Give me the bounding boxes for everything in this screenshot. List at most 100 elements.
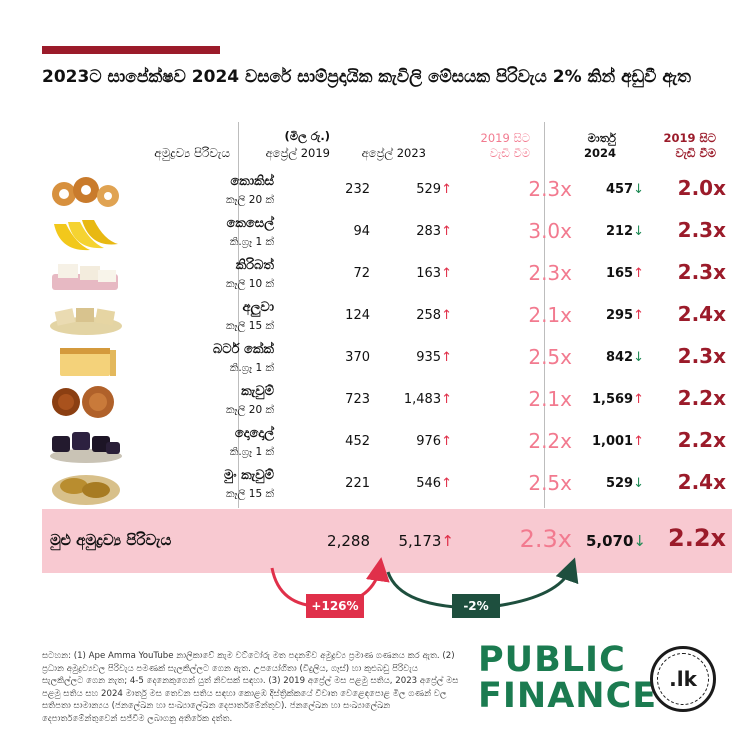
- header-items: අමුද්‍රව්‍ය පිරිවැය: [154, 146, 230, 160]
- ratio-2024: 2.2x: [677, 386, 726, 410]
- title-accent-bar: [42, 46, 220, 54]
- price-2023: 283↑: [416, 224, 452, 239]
- price-2024: 212↓: [605, 224, 644, 239]
- price-2019: 370: [345, 350, 370, 365]
- price-2023: 163↑: [416, 266, 452, 281]
- price-2023: 546↑: [416, 476, 452, 491]
- trend-down-icon: ↓: [633, 476, 644, 491]
- total-row: මුළු අමුද්‍රව්‍ය පිරිවැය 2,288 5,173↑ 2.…: [42, 509, 732, 573]
- item-name: කොකිස්: [230, 174, 274, 189]
- header-growth-2024-l2: වැඩි වීම: [675, 146, 716, 160]
- price-2024: 529↓: [605, 476, 644, 491]
- price-2023: 935↑: [416, 350, 452, 365]
- item-unit: කෑලි 20 ක්: [225, 404, 274, 416]
- page-title: 2023ට සාපේක්ෂව 2024 වසරේ සාම්ප්‍රදායික ක…: [42, 67, 691, 87]
- ratio-2023: 2.5x: [528, 471, 572, 495]
- price-2019: 232: [345, 182, 370, 197]
- footnote: සටහන: (1) Ape Amma YouTube නාලිකාවේ කැම …: [42, 651, 459, 724]
- total-price-2019: 2,288: [327, 532, 370, 550]
- column-divider: [544, 122, 545, 508]
- price-2019: 124: [345, 308, 370, 323]
- trend-up-icon: ↑: [633, 392, 644, 407]
- price-2024: 842↓: [605, 350, 644, 365]
- table-row: කොකිස් කෑලි 20 ක් 232 529↑ 2.3x 457↓ 2.0…: [42, 170, 732, 214]
- price-2023: 976↑: [416, 434, 452, 449]
- trend-down-icon: ↓: [633, 224, 644, 239]
- trend-up-icon: ↑: [633, 434, 644, 449]
- price-2023: 258↑: [416, 308, 452, 323]
- table-row: කැවුම් කෑලි 20 ක් 723 1,483↑ 2.1x 1,569↑…: [42, 380, 732, 424]
- trend-down-icon: ↓: [633, 182, 644, 197]
- header-growth-2023-l1: 2019 සිට: [480, 131, 530, 145]
- trend-up-icon: ↑: [441, 476, 452, 491]
- item-unit: කි.ග්‍රෑ 1 ක්: [229, 362, 274, 374]
- header-unit: (මිල රු.): [284, 129, 330, 143]
- ratio-2024: 2.3x: [677, 260, 726, 284]
- price-2024: 1,569↑: [591, 392, 644, 407]
- kavum-icon: [52, 386, 114, 418]
- trend-up-icon: ↑: [441, 392, 452, 407]
- item-name: බටර් කේක්: [213, 342, 274, 357]
- table-row: මුං කැවුම් කෑලි 15 ක් 221 546↑ 2.5x 529↓…: [42, 464, 732, 508]
- header-mar2024-l2: 2024: [583, 146, 616, 160]
- trend-up-icon: ↑: [441, 224, 452, 239]
- ratio-2024: 2.0x: [677, 176, 726, 200]
- item-name: අලුවා: [242, 300, 274, 315]
- total-price-2023: 5,173↑: [398, 532, 454, 550]
- price-2019: 452: [345, 434, 370, 449]
- header-apr2023: අප්‍රේල් 2023: [361, 146, 426, 160]
- brand-line-1: PUBLIC: [478, 640, 626, 680]
- column-divider: [238, 122, 239, 508]
- change-badge-increase: +126%: [306, 594, 364, 618]
- ratio-2023: 3.0x: [528, 219, 572, 243]
- ratio-2024: 2.3x: [677, 344, 726, 368]
- item-unit: කෑලි 15 ක්: [225, 488, 274, 500]
- total-ratio-2024: 2.2x: [668, 524, 726, 552]
- item-unit: කි.ග්‍රෑ 1 ක්: [229, 236, 274, 248]
- total-ratio-2023: 2.3x: [519, 525, 572, 553]
- item-name: කෙසෙල්: [226, 216, 274, 231]
- item-name: මුං කැවුම්: [223, 468, 274, 483]
- price-2019: 94: [353, 224, 370, 239]
- price-2024: 457↓: [605, 182, 644, 197]
- item-unit: කි.ග්‍රෑ 1 ක්: [229, 446, 274, 458]
- item-unit: කෑලි 15 ක්: [225, 320, 274, 332]
- butter-cake-icon: [60, 348, 116, 376]
- ratio-2023: 2.2x: [528, 429, 572, 453]
- header-apr2019: අප්‍රේල් 2019: [265, 146, 330, 160]
- brand-line-2: FINANCE: [478, 676, 658, 716]
- price-2019: 723: [345, 392, 370, 407]
- ratio-2023: 2.3x: [528, 261, 572, 285]
- mung-kavum-icon: [52, 475, 120, 505]
- ratio-2023: 2.3x: [528, 177, 572, 201]
- trend-up-icon: ↑: [441, 532, 454, 550]
- banana-icon: [54, 220, 118, 251]
- ratio-2023: 2.5x: [528, 345, 572, 369]
- kiribath-icon: [52, 264, 118, 290]
- price-2024: 295↑: [605, 308, 644, 323]
- header-mar2024-l1: මාර්තු: [587, 131, 616, 145]
- table-row: බටර් කේක් කි.ග්‍රෑ 1 ක් 370 935↑ 2.5x 84…: [42, 338, 732, 382]
- total-price-2024: 5,070↓: [585, 532, 646, 550]
- trend-down-icon: ↓: [633, 532, 646, 550]
- trend-up-icon: ↑: [441, 308, 452, 323]
- ratio-2023: 2.1x: [528, 387, 572, 411]
- item-name: කිරිබත්: [235, 258, 274, 273]
- kokis-icon: [52, 177, 119, 207]
- ratio-2024: 2.4x: [677, 302, 726, 326]
- brand-seal-text: .lk: [657, 653, 709, 705]
- price-2019: 221: [345, 476, 370, 491]
- brand-seal-icon: .lk: [650, 646, 716, 712]
- table-row: කිරිබත් කෑලි 10 ක් 72 163↑ 2.3x 165↑ 2.3…: [42, 254, 732, 298]
- table-row: කෙසෙල් කි.ග්‍රෑ 1 ක් 94 283↑ 3.0x 212↓ 2…: [42, 212, 732, 256]
- trend-up-icon: ↑: [441, 182, 452, 197]
- trend-down-icon: ↓: [633, 350, 644, 365]
- price-2023: 1,483↑: [403, 392, 452, 407]
- price-2019: 72: [353, 266, 370, 281]
- total-label: මුළු අමුද්‍රව්‍ය පිරිවැය: [50, 531, 172, 549]
- trend-up-icon: ↑: [441, 266, 452, 281]
- aluwa-icon: [50, 308, 122, 335]
- header-growth-2023-l2: වැඩි වීම: [489, 146, 530, 160]
- table-row: දොදොල් කි.ග්‍රෑ 1 ක් 452 976↑ 2.2x 1,001…: [42, 422, 732, 466]
- ratio-2023: 2.1x: [528, 303, 572, 327]
